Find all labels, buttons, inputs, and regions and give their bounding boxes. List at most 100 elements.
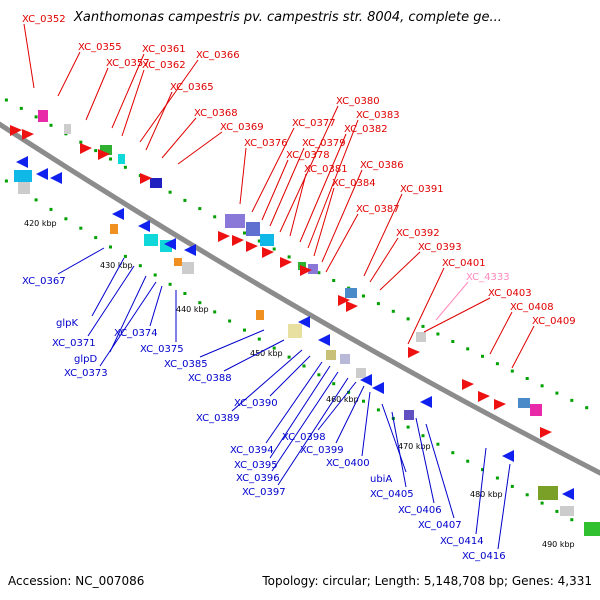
gene-label-xc-0352[interactable]: XC_0352 bbox=[22, 14, 66, 25]
tick-label-490-kbp: 490 kbp bbox=[542, 540, 575, 549]
gene-label-xc-0385[interactable]: XC_0385 bbox=[164, 359, 208, 370]
tick-dot bbox=[570, 518, 574, 522]
gene-label-xc-0396[interactable]: XC_0396 bbox=[236, 473, 280, 484]
gene-label-xc-0400[interactable]: XC_0400 bbox=[326, 458, 370, 469]
gene-label-xc-0390[interactable]: XC_0390 bbox=[234, 398, 278, 409]
gene-label-xc-0380[interactable]: XC_0380 bbox=[336, 96, 380, 107]
gene-label-xc-0365[interactable]: XC_0365 bbox=[170, 82, 214, 93]
gene-label-xc-0406[interactable]: XC_0406 bbox=[398, 505, 442, 516]
gene-label-xc-0384[interactable]: XC_0384 bbox=[332, 178, 376, 189]
leader-line bbox=[109, 275, 147, 353]
gene-label-xc-0403[interactable]: XC_0403 bbox=[488, 288, 532, 299]
gene-label-xc-0368[interactable]: XC_0368 bbox=[194, 108, 238, 119]
gene-label-xc-0395[interactable]: XC_0395 bbox=[234, 460, 278, 471]
gene-label-xc-0383[interactable]: XC_0383 bbox=[356, 110, 400, 121]
leader-line bbox=[489, 311, 513, 355]
gene-label-xc-0388[interactable]: XC_0388 bbox=[188, 373, 232, 384]
forward-gene-arrow bbox=[494, 399, 506, 410]
tick-dot bbox=[585, 406, 589, 410]
leader-line bbox=[381, 403, 407, 473]
tick-dot bbox=[243, 328, 246, 332]
gene-label-xc-0389[interactable]: XC_0389 bbox=[196, 413, 240, 424]
gene-label-xc-0397[interactable]: XC_0397 bbox=[242, 487, 286, 498]
tick-dot bbox=[525, 493, 529, 497]
gene-label-xc-4333[interactable]: XC_4333 bbox=[466, 272, 510, 283]
gene-label-xc-0386[interactable]: XC_0386 bbox=[360, 160, 404, 171]
tick-label-440-kbp: 440 kbp bbox=[176, 305, 209, 314]
gene-label-xc-0394[interactable]: XC_0394 bbox=[230, 445, 274, 456]
gene-label-xc-0373[interactable]: XC_0373 bbox=[64, 368, 108, 379]
tick-dot bbox=[49, 123, 53, 127]
tick-dot bbox=[198, 301, 202, 305]
gene-label-xc-0355[interactable]: XC_0355 bbox=[78, 42, 122, 53]
leader-line bbox=[223, 339, 285, 372]
leader-line bbox=[279, 105, 339, 233]
leader-line bbox=[57, 51, 81, 97]
gene-label-xc-0367[interactable]: XC_0367 bbox=[22, 276, 66, 287]
gene-label-glpd[interactable]: glpD bbox=[74, 354, 97, 365]
forward-gene-arrow bbox=[408, 347, 420, 358]
gene-label-xc-0369[interactable]: XC_0369 bbox=[220, 122, 264, 133]
leader-line bbox=[379, 251, 421, 291]
gene-label-xc-0398[interactable]: XC_0398 bbox=[282, 432, 326, 443]
gene-label-xc-0399[interactable]: XC_0399 bbox=[300, 445, 344, 456]
gene-label-xc-0409[interactable]: XC_0409 bbox=[532, 316, 576, 327]
genome-stats-text: Topology: circular; Length: 5,148,708 bp… bbox=[262, 574, 592, 588]
gene-label-xc-0401[interactable]: XC_0401 bbox=[442, 258, 486, 269]
tick-dot bbox=[421, 434, 425, 438]
tick-dot bbox=[436, 442, 440, 446]
gene-label-xc-0357[interactable]: XC_0357 bbox=[106, 58, 150, 69]
gene-label-xc-0382[interactable]: XC_0382 bbox=[344, 124, 388, 135]
gene-label-xc-0416[interactable]: XC_0416 bbox=[462, 551, 506, 562]
gene-label-glpk[interactable]: glpK bbox=[56, 318, 78, 329]
gene-label-xc-0378[interactable]: XC_0378 bbox=[286, 150, 330, 161]
gene-label-xc-0362[interactable]: XC_0362 bbox=[142, 60, 186, 71]
gene-block bbox=[110, 224, 118, 234]
tick-dot bbox=[362, 399, 365, 403]
gene-label-xc-0379[interactable]: XC_0379 bbox=[302, 138, 346, 149]
leader-line bbox=[177, 131, 223, 165]
gene-block bbox=[256, 310, 264, 320]
tick-dot bbox=[79, 226, 83, 230]
gene-label-xc-0407[interactable]: XC_0407 bbox=[418, 520, 462, 531]
gene-label-xc-0414[interactable]: XC_0414 bbox=[440, 536, 484, 547]
gene-block bbox=[150, 178, 162, 188]
tick-dot bbox=[451, 340, 455, 343]
forward-gene-arrow bbox=[280, 257, 292, 268]
leader-line bbox=[139, 59, 199, 143]
tick-dot bbox=[466, 347, 470, 351]
tick-dot bbox=[4, 179, 8, 183]
tick-dot bbox=[272, 247, 276, 251]
gene-label-ubia[interactable]: ubiA bbox=[370, 474, 392, 485]
gene-label-xc-0391[interactable]: XC_0391 bbox=[400, 184, 444, 195]
reverse-gene-arrow bbox=[16, 156, 28, 168]
gene-label-xc-0405[interactable]: XC_0405 bbox=[370, 489, 414, 500]
gene-block bbox=[326, 350, 336, 360]
tick-dot bbox=[272, 346, 276, 350]
tick-dot bbox=[525, 377, 529, 380]
reverse-gene-arrow bbox=[562, 488, 574, 500]
gene-label-xc-0375[interactable]: XC_0375 bbox=[140, 344, 184, 355]
leader-line bbox=[369, 237, 399, 283]
gene-label-xc-0408[interactable]: XC_0408 bbox=[510, 302, 554, 313]
gene-label-xc-0361[interactable]: XC_0361 bbox=[142, 44, 186, 55]
gene-label-xc-0376[interactable]: XC_0376 bbox=[244, 138, 288, 149]
reverse-gene-arrow bbox=[318, 334, 330, 346]
gene-label-xc-0392[interactable]: XC_0392 bbox=[396, 228, 440, 239]
gene-label-xc-0381[interactable]: XC_0381 bbox=[304, 164, 348, 175]
tick-dot bbox=[109, 157, 112, 161]
gene-label-xc-0374[interactable]: XC_0374 bbox=[114, 328, 158, 339]
gene-label-xc-0377[interactable]: XC_0377 bbox=[292, 118, 336, 129]
gene-label-xc-0371[interactable]: XC_0371 bbox=[52, 338, 96, 349]
gene-label-xc-0366[interactable]: XC_0366 bbox=[196, 50, 240, 61]
leader-line bbox=[497, 463, 511, 550]
gene-label-xc-0387[interactable]: XC_0387 bbox=[356, 204, 400, 215]
leader-line bbox=[425, 423, 455, 519]
forward-gene-arrow bbox=[262, 247, 274, 258]
leader-line bbox=[87, 265, 135, 337]
gene-label-xc-0393[interactable]: XC_0393 bbox=[418, 242, 462, 253]
reverse-gene-arrow bbox=[360, 374, 372, 386]
leader-line bbox=[511, 325, 535, 369]
forward-gene-arrow bbox=[98, 149, 110, 160]
leader-line bbox=[199, 329, 265, 358]
